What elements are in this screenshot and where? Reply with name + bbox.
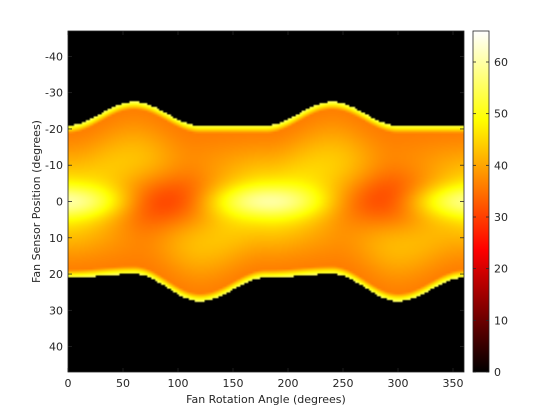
x-tick-label: 300 (388, 377, 409, 390)
y-axis: -40 -30 -20 -10 0 10 20 30 40 (45, 50, 464, 354)
x-tick-label: 150 (223, 377, 244, 390)
heatmap-image (68, 31, 464, 372)
x-tick-label: 0 (65, 377, 72, 390)
y-axis-label: Fan Sensor Position (degrees) (30, 120, 43, 283)
colorbar-tick-label: 10 (494, 314, 508, 327)
y-tick-label: -30 (45, 87, 63, 100)
y-tick-label: 0 (56, 196, 63, 209)
colorbar-tick-label: 20 (494, 263, 508, 276)
x-tick-label: 200 (278, 377, 299, 390)
colorbar-tick-label: 40 (494, 159, 508, 172)
y-tick-label: 10 (49, 232, 63, 245)
x-tick-label: 100 (168, 377, 189, 390)
colorbar-gradient (472, 30, 490, 373)
y-tick-label: -10 (45, 159, 63, 172)
sinogram-heatmap (67, 30, 465, 373)
x-axis-label: Fan Rotation Angle (degrees) (186, 393, 346, 406)
colorbar: 0 10 20 30 40 50 60 (472, 30, 508, 379)
colorbar-tick-label: 30 (494, 211, 508, 224)
colorbar-tick-label: 50 (494, 108, 508, 121)
colorbar-tick-label: 0 (494, 366, 501, 379)
y-tick-label: -20 (45, 123, 63, 136)
y-tick-label: 40 (49, 341, 63, 354)
y-tick-label: 20 (49, 268, 63, 281)
colorbar-ticks: 0 10 20 30 40 50 60 (473, 56, 508, 379)
x-axis: 0 50 100 150 200 250 300 350 (65, 31, 464, 390)
x-tick-label: 50 (116, 377, 130, 390)
x-tick-label: 250 (333, 377, 354, 390)
y-tick-label: 30 (49, 304, 63, 317)
x-tick-label: 350 (443, 377, 464, 390)
y-tick-label: -40 (45, 50, 63, 63)
colorbar-tick-label: 60 (494, 56, 508, 69)
